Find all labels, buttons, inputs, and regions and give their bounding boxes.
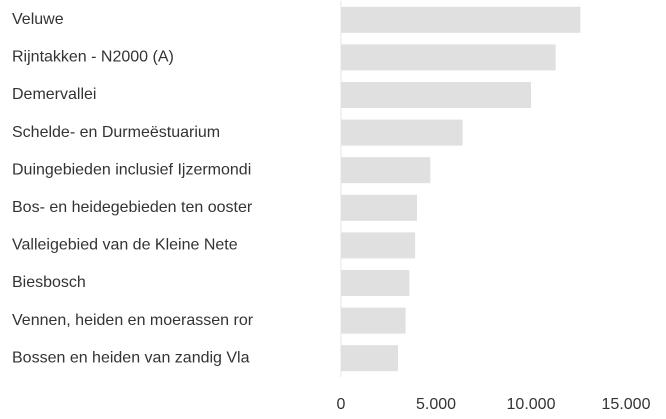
bar [341, 82, 531, 108]
y-tick-label: Bossen en heiden van zandig Vla [12, 349, 250, 366]
bar [341, 157, 431, 184]
y-tick-label: Bos- en heidegebieden ten ooster [12, 199, 253, 216]
y-tick-label: Schelde- en Durmeëstuarium [12, 124, 220, 141]
y-tick-label: Rijntakken - N2000 (A) [12, 49, 174, 66]
bar [341, 44, 556, 71]
x-tick-label: 10.000 [507, 396, 556, 413]
y-tick-label: Valleigebied van de Kleine Nete [12, 237, 238, 254]
y-tick-label: Vennen, heiden en moerassen ror [12, 312, 254, 329]
bar [341, 307, 406, 334]
y-tick-label: Demervallei [12, 86, 96, 103]
x-tick-label: 0 [337, 396, 346, 413]
bar [341, 232, 416, 259]
x-tick-label: 5.000 [416, 396, 456, 413]
bar [341, 6, 581, 33]
y-tick-label: Duingebieden inclusief Ijzermondi [12, 161, 251, 178]
bar [341, 194, 417, 221]
y-tick-label: Veluwe [12, 11, 64, 28]
y-tick-label: Biesbosch [12, 274, 86, 291]
bar [341, 119, 463, 146]
bar [341, 345, 398, 372]
x-tick-label: 15.000 [602, 396, 651, 413]
bar [341, 270, 410, 296]
